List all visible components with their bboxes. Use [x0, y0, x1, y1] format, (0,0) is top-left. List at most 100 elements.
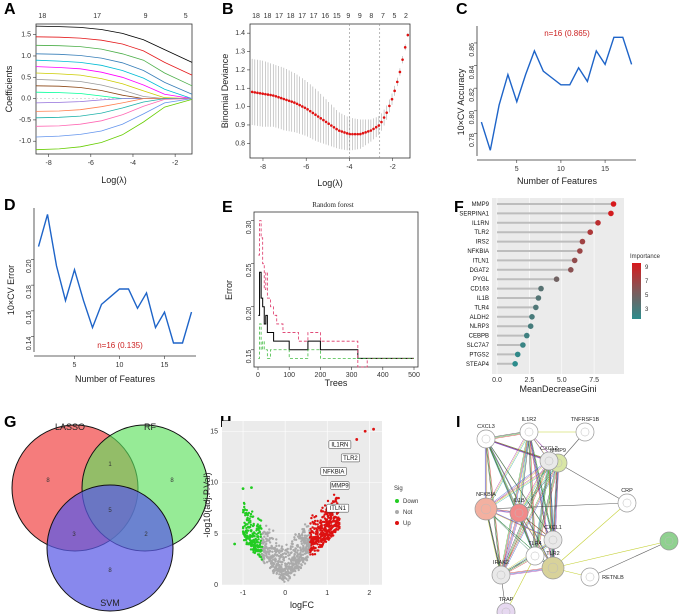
deviance-point — [335, 127, 338, 131]
top-tick-label: 17 — [310, 13, 318, 20]
coefficient-path — [35, 36, 193, 76]
volcano-point — [276, 560, 280, 563]
protein-node-label: IRAK2 — [493, 560, 509, 566]
deviance-point — [406, 33, 410, 37]
volcano-point — [258, 543, 262, 546]
volcano-point — [302, 528, 306, 531]
venn-count-lasso-svm: 3 — [72, 532, 76, 538]
gene-label: IRS2 — [476, 240, 490, 246]
volcano-point — [281, 575, 284, 578]
volcano-point — [268, 528, 271, 531]
volcano-point — [299, 546, 302, 549]
volcano-point — [329, 511, 332, 515]
volcano-point — [300, 533, 304, 536]
x-tick-label: 7.5 — [589, 377, 599, 384]
y-tick-label: 0.30 — [246, 221, 253, 235]
protein-structure-glyph — [501, 607, 511, 614]
lollipop-head — [527, 323, 534, 330]
venn-label-lasso: LASSO — [55, 422, 85, 432]
volcano-point — [266, 547, 269, 551]
lollipop-head — [529, 314, 535, 320]
interaction-edge — [499, 462, 558, 575]
volcano-point — [325, 524, 329, 527]
volcano-point — [265, 524, 268, 527]
volcano-point — [330, 516, 333, 520]
x-tick-label: 500 — [408, 372, 420, 379]
panel-a-coefficient-paths — [35, 25, 193, 151]
volcano-point — [315, 538, 318, 541]
deviance-point — [327, 122, 330, 125]
volcano-point — [297, 535, 300, 538]
panel-f-xlabel: MeanDecreaseGini — [519, 384, 596, 394]
volcano-point — [274, 551, 278, 554]
volcano-point — [284, 562, 287, 565]
lollipop-head — [595, 220, 601, 226]
volcano-point — [278, 565, 281, 568]
volcano-point — [318, 543, 321, 546]
y-tick-label: 0.0 — [21, 96, 31, 103]
coefficient-path — [35, 72, 193, 99]
gene-label: PTGS2 — [469, 352, 489, 358]
panel-f-legend-tick: 3 — [645, 307, 649, 313]
panel-h-ylabel: -log10(adj.P.Val) — [202, 472, 212, 537]
interaction-edge — [485, 502, 628, 510]
panel-f-legend-title: Importance — [630, 254, 661, 260]
panel-b-ylabel: Binomial Deviance — [220, 54, 230, 129]
deviance-point — [340, 130, 344, 133]
volcano-point — [278, 573, 281, 576]
protein-node — [474, 497, 498, 521]
volcano-point — [298, 565, 301, 569]
volcano-point — [313, 549, 316, 552]
panel-f: F 0.0 2.5 5.0 7.5 MMP9 SERPINA1 IL1RN TLR2 IRS2 N… — [454, 198, 661, 394]
panel-c: C 5 10 15 0.78 0.80 0.82 0.84 0.86 n=16 (0.865)… — [456, 1, 636, 186]
top-tick-label: 9 — [346, 13, 350, 20]
volcano-point — [303, 536, 306, 539]
gene-label: CEBPB — [469, 334, 489, 340]
protein-node — [491, 565, 511, 585]
volcano-point — [308, 533, 311, 537]
top-tick-label: 17 — [275, 13, 283, 20]
gene-label: IL1RN — [472, 221, 489, 227]
deviance-point — [256, 91, 259, 95]
volcano-point — [258, 518, 261, 521]
volcano-point — [317, 549, 320, 552]
lollipop-head — [553, 276, 560, 283]
deviance-point — [356, 132, 360, 136]
volcano-point — [271, 565, 275, 568]
volcano-point — [294, 547, 298, 550]
volcano-point — [313, 527, 316, 530]
protein-structure-glyph — [585, 572, 595, 582]
volcano-point — [251, 524, 255, 528]
venn-count-rf-only: 8 — [170, 478, 174, 484]
volcano-point — [302, 549, 306, 552]
protein-structure-glyph — [530, 551, 540, 561]
panel-e-xlabel: Trees — [325, 378, 348, 388]
deviance-point — [345, 132, 349, 135]
volcano-point — [290, 542, 293, 545]
y-tick-label: 0.20 — [246, 307, 253, 321]
y-tick-label: 0.80 — [469, 111, 476, 125]
y-tick-label: 0.14 — [26, 336, 33, 350]
volcano-point — [303, 531, 306, 534]
interaction-edge — [528, 431, 536, 557]
panel-a: A -8 -6 -4 -2 -1.0 -0.5 0.0 0.5 1.0 1.5 18 17 9 5 Log… — [4, 1, 193, 185]
volcano-point — [268, 558, 271, 561]
volcano-point — [332, 519, 335, 522]
panel-f-legend-colorbar — [632, 263, 641, 319]
coefficient-path — [35, 79, 192, 99]
top-tick-label: 2 — [404, 13, 408, 20]
volcano-point — [245, 538, 248, 541]
deviance-point — [337, 129, 341, 132]
top-tick-label: 18 — [252, 13, 260, 20]
volcano-point — [244, 535, 247, 538]
panel-e-axes: 0 100 200 300 400 500 0.15 0.20 0.25 0.30 — [246, 220, 420, 379]
volcano-point — [241, 530, 245, 533]
protein-structure-glyph — [664, 536, 674, 546]
volcano-point — [246, 513, 249, 517]
volcano-point — [284, 548, 288, 551]
volcano-point — [288, 565, 291, 568]
interaction-edge — [499, 431, 529, 575]
volcano-point — [311, 514, 314, 517]
volcano-point — [320, 545, 324, 548]
y-tick-label: 1.2 — [235, 67, 245, 74]
